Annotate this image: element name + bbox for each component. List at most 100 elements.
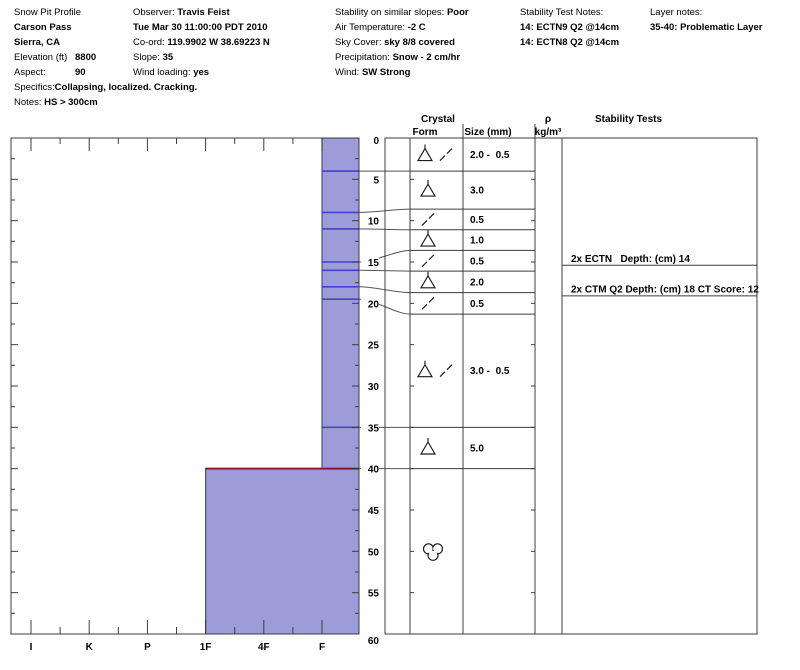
grain-form-symbols [416,144,453,561]
info-line: Stability on similar slopes: Poor [335,5,469,20]
grain-form-icon-slash [428,296,435,303]
info-value: Travis Feist [177,7,230,18]
grain-form-icon-triangle [419,232,437,247]
depth-label-mask [361,173,379,186]
grain-form-icon-cluster-merge [424,544,433,553]
info-value: Tue Mar 30 11:00:00 PDT 2010 [133,22,268,33]
hardness-label-K: K [86,642,94,653]
info-label: Aspect: [14,67,46,78]
info-line: Carson Pass [14,20,197,35]
layer-bar-F-4cm [322,171,359,213]
col-header-rho-units: kg/m³ [535,127,562,138]
grain-form-icon-slash [446,148,453,154]
info-value: SW Strong [361,67,411,78]
depth-label-20: 20 [368,299,380,310]
info-value: 90 [75,67,86,78]
info-line: Observer: Travis Feist [133,5,270,20]
info-line: Stability Test Notes: [520,5,619,20]
grain-form-icon-cluster-merge [433,544,442,553]
stability-tests: 2x ECTN Depth: (cm) 14 2x CTM Q2 Depth: (… [562,254,759,297]
info-label: Stability Test Notes: [520,7,604,18]
depth-label-15: 15 [368,258,380,269]
info-label: Specifics: [14,82,55,93]
info-label: Wind: [335,67,362,78]
info-line: Air Temperature: -2 C [335,20,469,35]
info-value: -2 C [407,22,426,33]
hardness-label-P: P [144,642,151,653]
grain-form-icon-triangle [419,440,437,455]
depth-label-25: 25 [368,341,380,352]
layer-bar-F-0cm [322,138,359,172]
header-column-3: Stability on similar slopes: Poor Air Tem… [335,5,469,80]
info-line: Specifics:Collapsing, localized. Crackin… [14,80,197,95]
info-label: Wind loading: [133,67,194,78]
info-value: Snow - 2 cm/hr [392,52,461,63]
info-value: Sierra, CA [14,37,60,48]
layer-bar-1F-40cm [205,468,359,634]
grain-form-icon-triangle [419,182,437,197]
depth-label-35: 35 [368,423,380,434]
grain-form-icon-slash [421,303,428,310]
depth-label-5: 5 [373,175,379,186]
grain-form-icon-cluster-merge [428,551,438,560]
table-column-headers: Crystal Form Size (mm) ρ kg/m³ Stability Test… [413,114,663,138]
size-value-15cm: 0.5 [470,256,484,267]
depth-label-60: 60 [368,636,380,647]
info-line: Sierra, CA [14,35,197,50]
hardness-label-4F: 4F [258,642,270,653]
col-header-stability-tests: Stability Tests [595,114,662,125]
depth-label-mask [361,214,379,227]
info-value: Poor [446,7,469,18]
info-value: HS > 300cm [44,97,98,108]
size-value-0cm: 2.0 - 0.5 [470,150,510,161]
size-value-19.5cm: 3.0 - 0.5 [470,366,510,377]
col-header-crystal: Crystal [421,114,455,125]
hardness-label-I: I [30,642,33,653]
grain-form-icon-triangle [416,147,434,162]
depth-label-55: 55 [368,589,380,600]
stability-test-label-1: 2x ECTN Depth: (cm) 14 [571,254,690,265]
size-value-18cm: 0.5 [470,299,484,310]
info-value: 14: ECTN9 Q2 @14cm [520,22,620,33]
info-line: 14: ECTN8 Q2 @14cm [520,35,619,50]
info-line: Slope: 35 [133,50,270,65]
hardness-label-F: F [319,642,325,653]
depth-label-mask [361,545,379,558]
grain-form-icon-slash [421,220,428,226]
hardness-axis-labels: I K P 1F 4F F [30,642,325,653]
info-line: Elevation (ft) 8800 [14,50,197,65]
col-header-form: Form [413,127,438,138]
info-line: Wind loading: yes [133,65,270,80]
info-value: 8800 [75,52,97,63]
depth-label-mask [361,504,379,516]
info-label: Snow Pit Profile [14,7,82,18]
hardness-label-1F: 1F [200,642,212,653]
header-column-2: Observer: Travis Feist Tue Mar 30 11:00:0… [133,5,270,80]
info-label: Co-ord: [133,37,168,48]
info-value: 35 [162,52,174,63]
size-value-11cm: 1.0 [470,236,484,247]
plot-frame-and-ticks [10,137,360,635]
depth-label-mask [361,132,379,144]
size-value-4cm: 3.0 [470,186,484,197]
header-column-4: Stability Test Notes: 14: ECTN9 Q2 @14cm 1… [520,5,619,50]
col-header-rho: ρ [545,114,551,125]
info-value: 35-40: Problematic Layer [650,22,763,33]
grain-form-icon-slash [428,254,435,261]
info-line: 14: ECTN9 Q2 @14cm [520,20,619,35]
info-label: Sky Cover: [335,37,385,48]
info-label: Air Temperature: [335,22,408,33]
layer-bar-F-19.5cm [322,299,359,428]
info-line: Notes: HS > 300cm [14,95,197,110]
depth-label-45: 45 [368,506,380,517]
depth-label-mask [361,338,379,351]
info-label: Elevation (ft) [14,52,68,63]
depth-label-50: 50 [368,547,380,558]
depth-label-mask [361,462,379,475]
layer-bar-F-11cm [322,228,359,262]
depth-label-mask [361,380,379,392]
info-value: 14: ECTN8 Q2 @14cm [520,37,620,48]
grain-form-icon-slash [439,155,446,161]
layer-bar-F-9cm [322,212,359,229]
